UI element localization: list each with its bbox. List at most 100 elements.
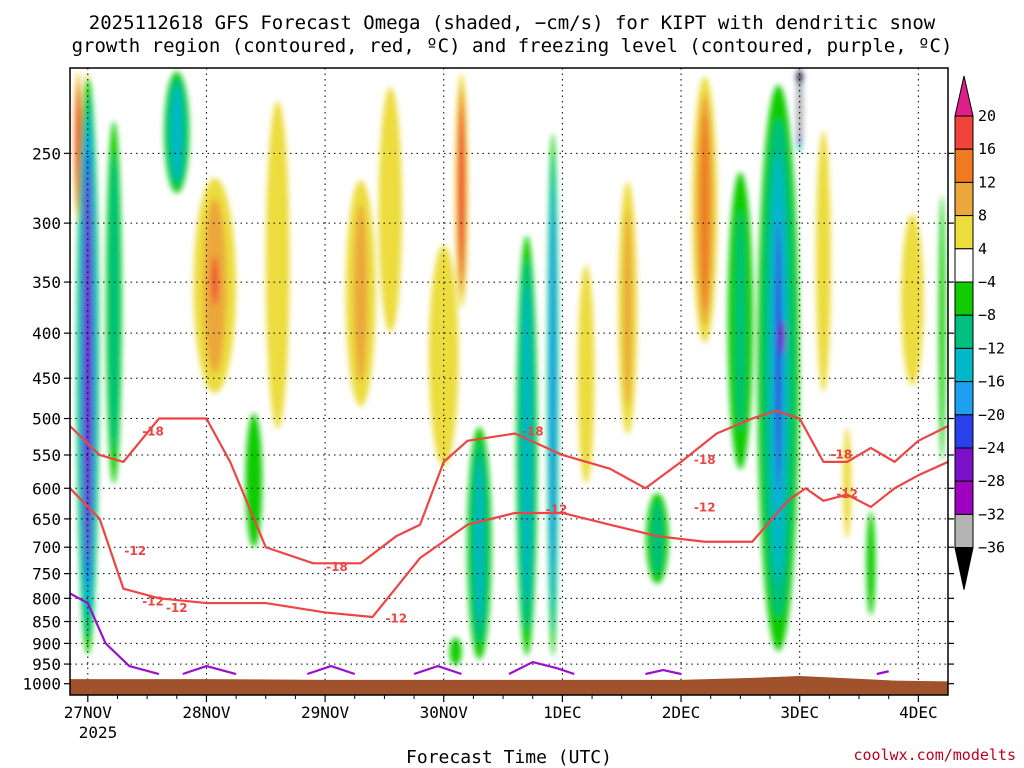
omega-band-13--12 xyxy=(475,460,483,626)
colorbar-label-5: −4 xyxy=(978,273,996,291)
contour-label-11: -12 xyxy=(836,487,858,501)
x-tick-label-30NOV: 30NOV xyxy=(420,703,469,722)
omega-band-4--12 xyxy=(171,86,183,179)
colorbar-segment-0 xyxy=(954,115,974,150)
colorbar-segment-12 xyxy=(954,513,974,549)
terrain-layer xyxy=(70,675,948,695)
x-tick-label-29NOV: 29NOV xyxy=(301,703,350,722)
terrain-fill xyxy=(70,675,948,695)
omega-band-17-4 xyxy=(577,264,595,484)
y-tick-label-750: 750 xyxy=(32,565,61,584)
plot-frame xyxy=(69,67,949,696)
y-tick-label-300: 300 xyxy=(32,214,61,233)
colorbar-segment-1 xyxy=(954,148,974,183)
omega-band-25--32 xyxy=(796,82,803,139)
x-tick-label-3DEC: 3DEC xyxy=(780,703,819,722)
x-axis-label: Forecast Time (UTC) xyxy=(406,747,612,768)
y-tick-label-800: 800 xyxy=(32,589,61,608)
freezing-level-segment-6 xyxy=(876,670,889,676)
omega-band-20-12 xyxy=(700,111,710,309)
freezing-level-segment-0 xyxy=(70,592,160,676)
y-tick-label-700: 700 xyxy=(32,538,61,557)
colorbar-segment-4 xyxy=(954,248,974,283)
colorbar-segment-2 xyxy=(954,181,974,217)
colorbar-label-10: −24 xyxy=(978,439,1005,457)
contour-label-10: -18 xyxy=(830,447,852,461)
omega-band-10-4 xyxy=(378,87,402,333)
freezing-level-segment-1 xyxy=(182,664,237,676)
colorbar-label-12: −32 xyxy=(978,505,1005,523)
dgz-contours xyxy=(70,409,948,619)
freezing-level-contours xyxy=(70,592,889,676)
contour-label-7: -12 xyxy=(546,502,568,516)
omega-band-29--4 xyxy=(866,511,876,616)
colorbar-top-arrow xyxy=(954,75,974,117)
x-tick-label-27NOV: 27NOV xyxy=(64,703,113,722)
y-tick-label-550: 550 xyxy=(32,446,61,465)
y-tick-label-850: 850 xyxy=(32,613,61,632)
omega-band-21--8 xyxy=(736,209,745,432)
omega-band-31--4 xyxy=(939,195,946,462)
contour-label-9: -12 xyxy=(694,501,716,515)
x-tick-label-28NOV: 28NOV xyxy=(182,703,231,722)
omega-band-7-4 xyxy=(265,101,290,429)
x-tick-label-2DEC: 2DEC xyxy=(662,703,701,722)
y-tick-label-900: 900 xyxy=(32,634,61,653)
y-axis: 250 300 350 400 450 500 550 600 650 700 750 800 850 9… xyxy=(22,144,954,694)
plot-background xyxy=(70,68,948,695)
freezing-level-segment-3 xyxy=(413,664,462,676)
colorbar-segment-8 xyxy=(954,381,974,416)
omega-band-6-16 xyxy=(211,258,218,304)
y-tick-label-650: 650 xyxy=(32,510,61,529)
colorbar-label-4: 4 xyxy=(978,240,987,258)
freezing-level-segment-2 xyxy=(306,664,356,676)
omega-band-14--4 xyxy=(449,637,462,666)
colorbar-segment-9 xyxy=(954,414,974,449)
contour-label-6: -18 xyxy=(522,425,544,439)
colorbar-label-1: 16 xyxy=(978,140,996,158)
y-tick-label-350: 350 xyxy=(32,273,61,292)
x-axis-year: 2025 xyxy=(79,723,118,742)
colorbar-label-2: 12 xyxy=(978,173,996,191)
colorbar-label-8: −16 xyxy=(978,373,1005,391)
colorbar-label-6: −8 xyxy=(978,306,996,324)
dgz-contour-labels: -18-12-12 -12-18-12-18-12-18-12-18-12 xyxy=(124,425,858,626)
omega-band-11-4 xyxy=(428,245,459,466)
contour-label-4: -18 xyxy=(326,560,348,574)
dgz-contour-minus12 xyxy=(70,460,948,619)
omega-band-24--24 xyxy=(778,321,785,354)
contour-label-1: -12 xyxy=(124,544,146,558)
colorbar-label-3: 8 xyxy=(978,207,987,225)
omega-band-26--36 xyxy=(796,71,803,84)
gridlines xyxy=(70,68,948,695)
colorbar: 20 16 12 8 4 −4 −8 −12 −16 −20 −24 −28 −32 −36 xyxy=(954,75,1005,590)
colorbar-segment-10 xyxy=(954,447,974,482)
omega-band-23--20 xyxy=(775,221,782,490)
omega-band-8--4 xyxy=(245,413,263,548)
x-tick-label-1DEC: 1DEC xyxy=(543,703,582,722)
colorbar-segment-3 xyxy=(954,215,974,250)
contour-label-8: -18 xyxy=(694,453,716,467)
credit-text: coolwx.com/modelts xyxy=(853,746,1016,764)
colorbar-segment-5 xyxy=(954,281,974,316)
dgz-contour-minus18 xyxy=(70,409,948,565)
freezing-level-segment-5 xyxy=(645,668,682,676)
contour-label-5: -12 xyxy=(385,611,407,625)
omega-band-16--16 xyxy=(549,202,556,588)
colorbar-label-9: −20 xyxy=(978,406,1005,424)
chart-title: 2025112618 GFS Forecast Omega (shaded, −… xyxy=(89,12,936,34)
chart-subtitle: growth region (contoured, red, ºC) and f… xyxy=(72,35,953,57)
colorbar-segment-11 xyxy=(954,480,974,515)
y-tick-label-1000: 1000 xyxy=(22,675,61,694)
contour-label-3: -12 xyxy=(166,601,188,615)
colorbar-segment-6 xyxy=(954,314,974,349)
omega-band-15--12 xyxy=(522,285,532,606)
y-tick-label-400: 400 xyxy=(32,324,61,343)
x-axis: 27NOV 28NOV 29NOV 30NOV 1DEC 2DEC 3DEC 4DEC xyxy=(64,695,938,722)
contour-label-2: -12 xyxy=(142,595,164,609)
omega-band-18-8 xyxy=(623,208,632,408)
colorbar-label-7: −12 xyxy=(978,339,1005,357)
omega-band-3--8 xyxy=(109,154,119,451)
omega-band-30-4 xyxy=(901,214,924,386)
y-tick-label-600: 600 xyxy=(32,479,61,498)
